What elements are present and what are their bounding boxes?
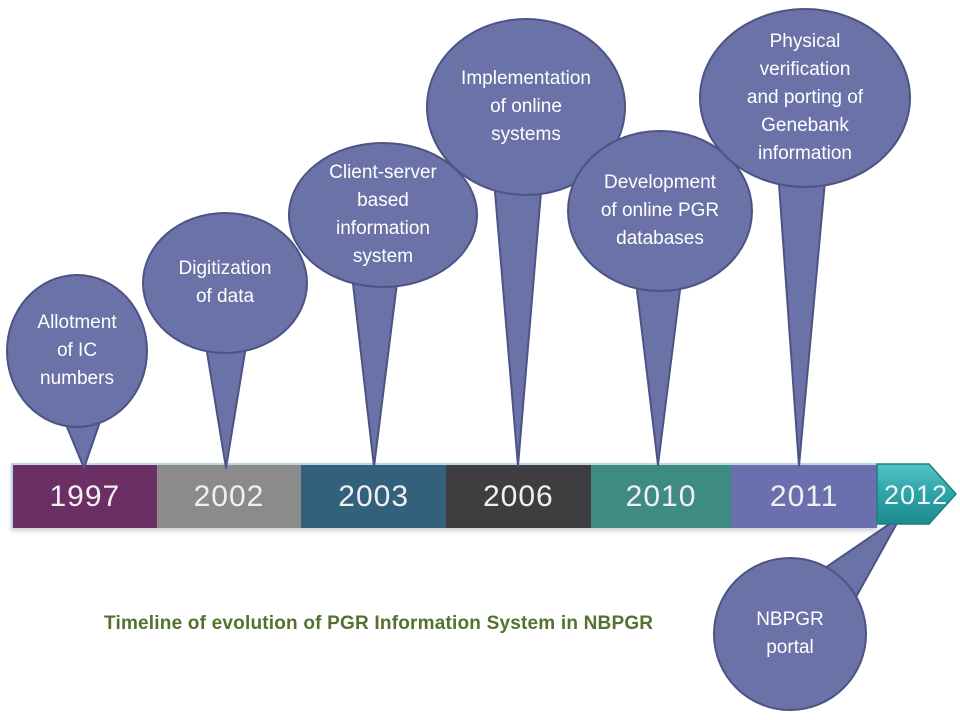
timeline-segment-2006: 2006 <box>446 465 591 528</box>
tail-pointer-development <box>635 281 682 466</box>
balloon-text-line: and porting of <box>746 87 864 108</box>
balloon-text-line: NBPGR <box>756 609 824 630</box>
timeline-segment-2011: 2011 <box>731 465 878 528</box>
balloon-text-line: information <box>336 218 430 239</box>
balloon-text-line: verification <box>759 59 851 80</box>
timeline-segment-2003: 2003 <box>301 465 447 528</box>
balloon-nbpgr-portal: NBPGR portal <box>713 557 867 711</box>
balloon-text-line: of IC <box>56 340 98 361</box>
balloon-text-line: Digitization <box>178 258 272 279</box>
balloon-digitization-of-data: Digitization of data <box>142 212 308 354</box>
balloon-text-line: of online PGR <box>600 200 720 221</box>
balloon-allotment-of-ic-numbers: Allotment of IC numbers <box>6 274 148 428</box>
year-label-2011: 2011 <box>769 479 839 513</box>
timeline-segment-2002: 2002 <box>156 465 302 528</box>
balloon-text-line: numbers <box>40 368 114 389</box>
balloon-client-server-based-information-system: Client-server based information system <box>288 142 478 288</box>
balloon-text-line: of online <box>490 96 562 117</box>
tail-pointer-implementation <box>493 179 543 467</box>
timeline-segment-2010: 2010 <box>590 465 732 528</box>
balloon-text-line: systems <box>491 124 561 145</box>
balloon-text-line: Implementation <box>461 68 591 89</box>
balloon-text-line: Development <box>604 172 716 193</box>
balloon-development-of-online-pgr-databases: Development of online PGR databases <box>567 130 753 292</box>
timeline-bar: 1997 2002 2003 2006 2010 2011 <box>11 463 878 528</box>
balloon-text-line: information <box>758 143 852 164</box>
tail-pointer-physical-verification <box>777 169 827 467</box>
balloon-text-line: based <box>357 190 409 211</box>
balloon-text-line: Genebank <box>761 115 849 136</box>
year-label-2006: 2006 <box>482 479 554 513</box>
year-label-2010: 2010 <box>625 479 697 513</box>
timeline-segment-1997: 1997 <box>13 465 157 528</box>
balloon-text-line: portal <box>766 637 814 658</box>
balloon-text-line: Physical <box>769 31 841 52</box>
balloon-text-line: system <box>352 246 414 267</box>
year-label-2002: 2002 <box>193 479 265 513</box>
slide-caption: Timeline of evolution of PGR Information… <box>104 613 654 634</box>
balloon-implementation-of-online-systems: Implementation of online systems <box>426 18 626 196</box>
tail-pointer-digitization <box>204 339 248 469</box>
balloon-text-line: Client-server <box>329 162 437 183</box>
balloon-text-line: Allotment <box>37 312 117 333</box>
balloon-text-line: of data <box>195 286 255 307</box>
balloon-physical-verification: Physical verification and porting of Gen… <box>699 8 911 188</box>
balloon-text-line: databases <box>616 228 704 249</box>
year-label-1997: 1997 <box>49 479 121 513</box>
year-label-2003: 2003 <box>338 479 410 513</box>
timeline-arrow-2012 <box>876 463 957 525</box>
tail-pointer-client-server <box>351 274 399 468</box>
year-label-2012: 2012 <box>884 480 949 510</box>
